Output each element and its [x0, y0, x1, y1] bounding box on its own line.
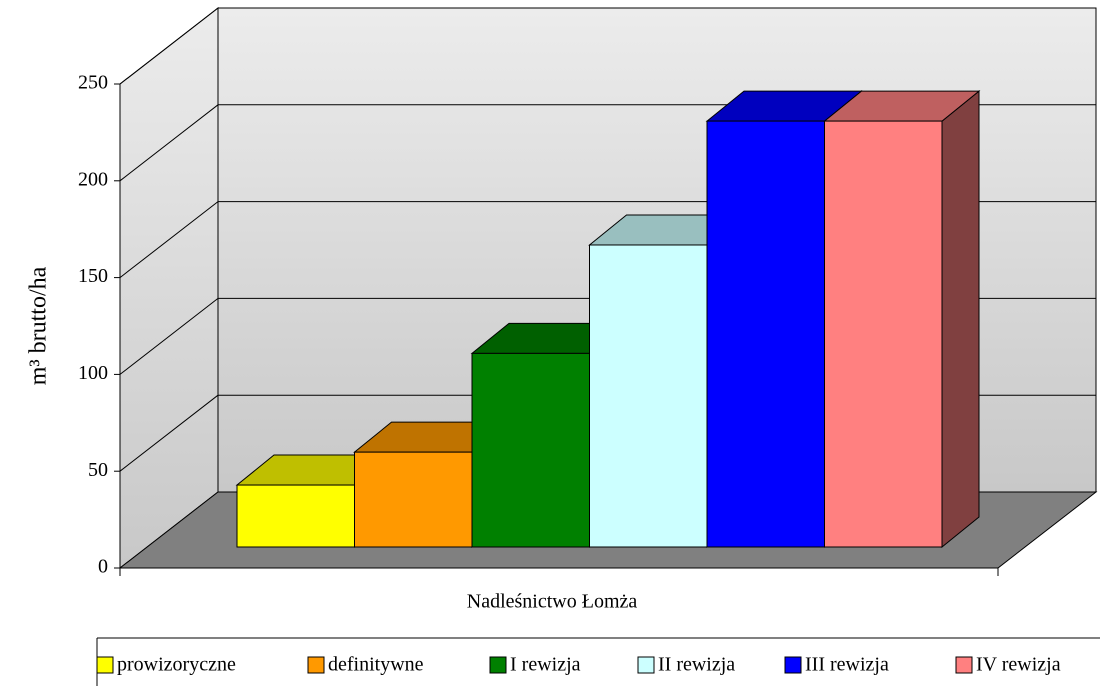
legend-label: I rewizja: [510, 654, 581, 676]
y-tick-label: 250: [78, 72, 108, 94]
bar: [589, 244, 708, 548]
grid-line: [119, 394, 219, 472]
legend-swatch: [784, 656, 802, 674]
grid-line: [119, 201, 219, 278]
bar: [824, 120, 943, 548]
legend-swatch: [96, 656, 114, 674]
y-tick-label: 100: [78, 362, 108, 384]
legend-label: definitywne: [328, 654, 424, 676]
grid-line: [119, 7, 219, 85]
legend-swatch: [637, 656, 655, 674]
side-wall: [119, 6, 219, 570]
y-tick-label: 0: [98, 556, 108, 578]
grid-line: [119, 298, 219, 375]
bars: [235, 90, 981, 549]
bar: [354, 451, 473, 548]
legend-label: prowizoryczne: [117, 654, 236, 676]
legend: prowizoryczne definitywne I rewizja II rewi…: [96, 654, 1061, 676]
y-tick-label: 150: [78, 265, 108, 287]
legend-label: II rewizja: [658, 654, 735, 676]
x-category-label: Nadleśnictwo Łomża: [467, 591, 638, 613]
legend-swatch: [307, 656, 325, 674]
y-tick-label: 200: [78, 168, 108, 190]
y-axis-label: m³ brutto/ha: [26, 266, 52, 385]
bar: [706, 120, 825, 548]
legend-swatch: [955, 656, 973, 674]
grid-line: [119, 104, 219, 182]
legend-label: III rewizja: [805, 654, 889, 676]
bar: [471, 352, 590, 548]
legend-swatch: [489, 656, 507, 674]
bar: [236, 484, 355, 548]
legend-label: IV rewizja: [976, 654, 1061, 676]
bar-side: [941, 90, 980, 549]
y-tick-label: 50: [88, 459, 108, 481]
